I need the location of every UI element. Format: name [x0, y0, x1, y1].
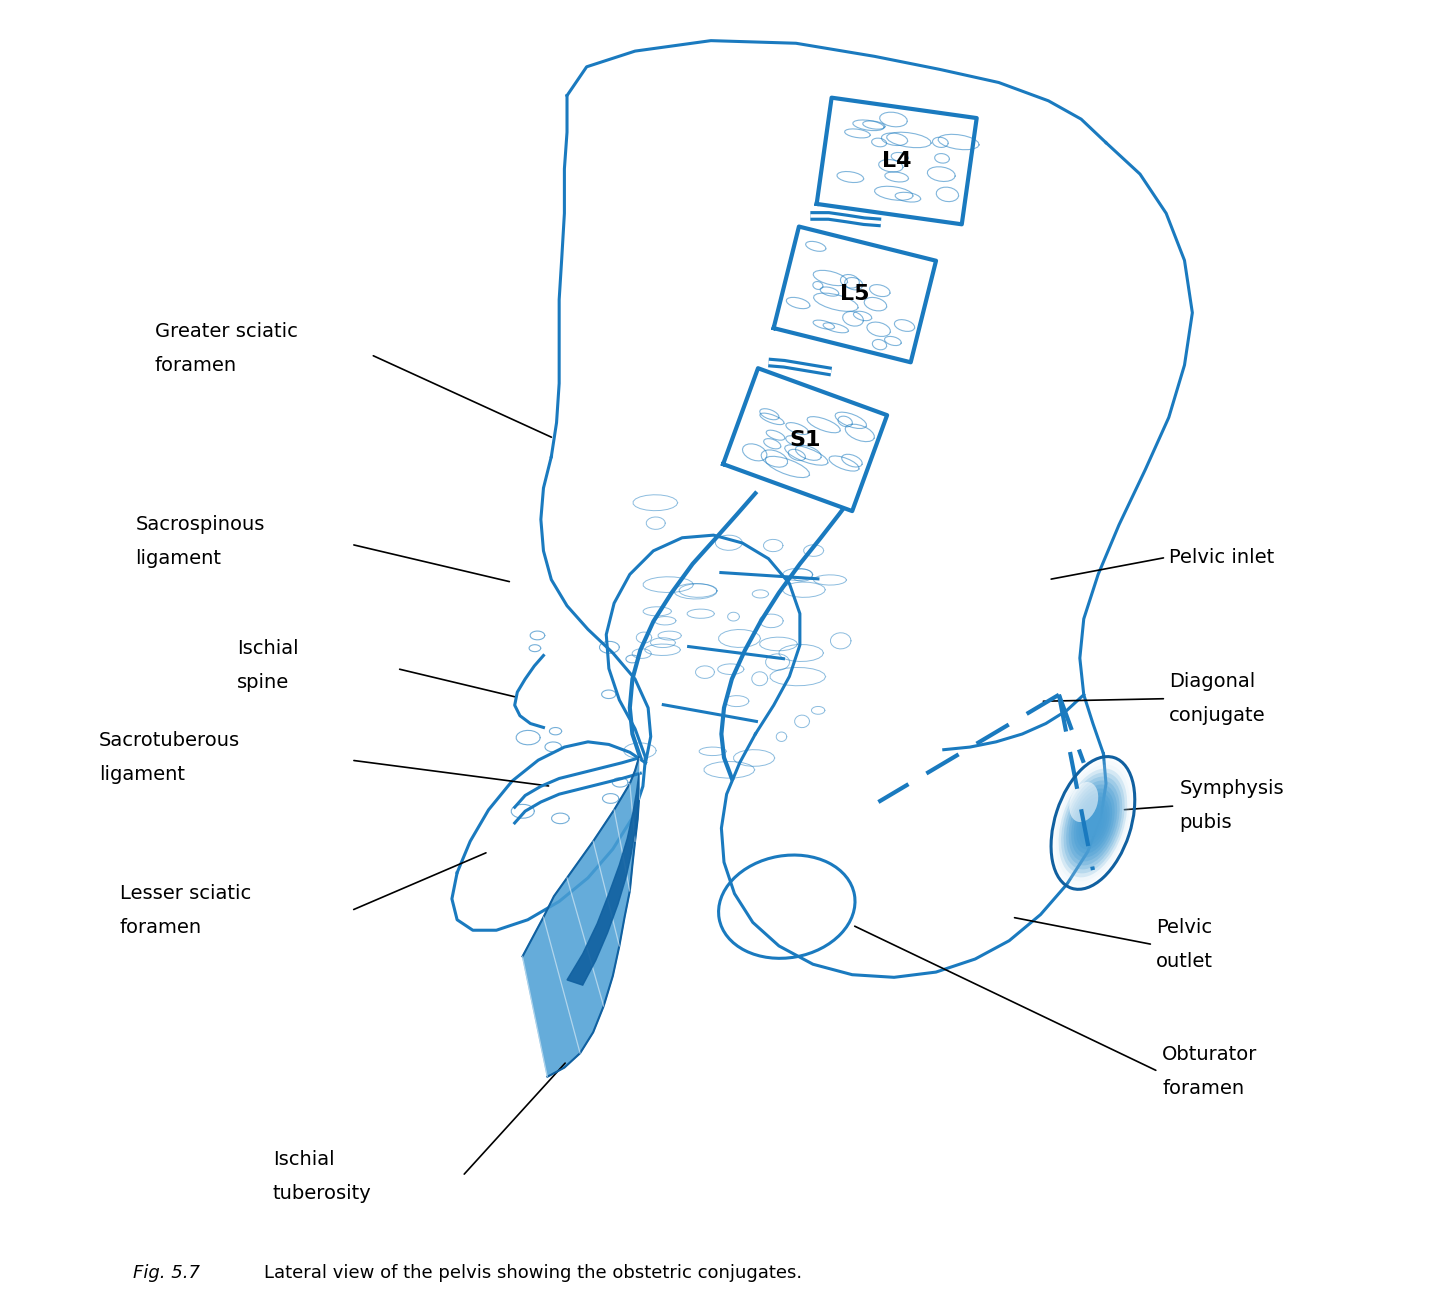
Ellipse shape [1079, 801, 1108, 846]
Ellipse shape [1083, 809, 1102, 838]
Ellipse shape [1051, 756, 1135, 889]
Text: ligament: ligament [98, 766, 185, 784]
Text: pubis: pubis [1179, 813, 1232, 832]
Text: Pelvic inlet: Pelvic inlet [1169, 548, 1274, 566]
Text: Ischial: Ischial [272, 1150, 334, 1168]
Polygon shape [723, 368, 888, 511]
Text: Lateral view of the pelvis showing the obstetric conjugates.: Lateral view of the pelvis showing the o… [264, 1264, 802, 1282]
Text: Sacrospinous: Sacrospinous [135, 515, 265, 534]
Text: S1: S1 [789, 430, 821, 450]
Text: spine: spine [237, 674, 290, 692]
Text: Greater sciatic: Greater sciatic [155, 321, 298, 341]
Text: outlet: outlet [1156, 952, 1213, 971]
Text: conjugate: conjugate [1169, 707, 1266, 725]
Polygon shape [568, 773, 639, 985]
Text: Diagonal: Diagonal [1169, 673, 1255, 691]
Text: foramen: foramen [120, 918, 201, 937]
Ellipse shape [1073, 792, 1112, 853]
Ellipse shape [1058, 768, 1127, 877]
Ellipse shape [1064, 776, 1122, 869]
Text: Pelvic: Pelvic [1156, 918, 1212, 937]
Polygon shape [817, 98, 977, 224]
Polygon shape [773, 227, 935, 362]
Ellipse shape [1056, 764, 1129, 881]
Ellipse shape [1082, 805, 1105, 842]
Text: L5: L5 [840, 284, 870, 304]
Text: Obturator: Obturator [1163, 1045, 1258, 1065]
Text: Lesser sciatic: Lesser sciatic [120, 884, 251, 903]
Text: L4: L4 [882, 151, 911, 170]
Text: Sacrotuberous: Sacrotuberous [98, 732, 240, 750]
Ellipse shape [1069, 781, 1098, 822]
Text: Fig. 5.7: Fig. 5.7 [133, 1264, 200, 1282]
Ellipse shape [1072, 788, 1115, 857]
Ellipse shape [1054, 760, 1132, 885]
Ellipse shape [1061, 772, 1125, 873]
Ellipse shape [1086, 813, 1099, 834]
Polygon shape [523, 758, 639, 1076]
Ellipse shape [1069, 784, 1118, 861]
Text: foramen: foramen [155, 355, 237, 375]
Text: Ischial: Ischial [237, 640, 298, 658]
Ellipse shape [1076, 796, 1109, 850]
Text: foramen: foramen [1163, 1079, 1244, 1099]
Ellipse shape [1066, 780, 1119, 865]
Text: tuberosity: tuberosity [272, 1184, 372, 1202]
Text: Symphysis: Symphysis [1179, 780, 1284, 798]
Text: ligament: ligament [135, 549, 222, 568]
